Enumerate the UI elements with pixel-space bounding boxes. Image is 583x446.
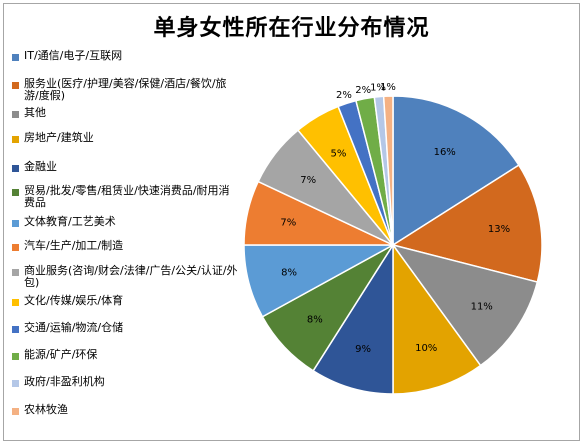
slice-value-label: 1% — [370, 83, 386, 94]
slice-value-label: 16% — [434, 147, 456, 158]
legend-swatch — [12, 269, 19, 276]
slice-value-label: 9% — [355, 344, 371, 355]
slice-value-label: 2% — [336, 90, 352, 101]
legend-swatch — [12, 408, 19, 415]
legend-label: 服务业(医疗/护理/美容/保健/酒店/餐饮/旅游/度假) — [24, 77, 227, 102]
legend-label: 能源/矿产/环保 — [24, 348, 98, 361]
legend-swatch — [12, 165, 19, 172]
pie-slice[interactable] — [312, 242, 394, 395]
legend-label: 房地产/建筑业 — [24, 131, 94, 144]
chart-title: 单身女性所在行业分布情况 — [153, 16, 430, 41]
legend-label: 文化/传媒/娱乐/体育 — [24, 294, 124, 307]
legend-swatch — [12, 380, 19, 387]
slice-value-label: 8% — [307, 314, 323, 325]
slice-value-label: 2% — [355, 85, 371, 96]
slice-value-label: 5% — [330, 149, 346, 160]
legend-swatch — [12, 189, 19, 196]
legend-label: 农林牧渔 — [24, 403, 68, 416]
legend-label: 政府/非盈利机构 — [24, 375, 105, 388]
legend-swatch — [12, 299, 19, 306]
legend-label: 贸易/批发/零售/租赁业/快速消费品/耐用消费品 — [24, 184, 230, 209]
slice-value-label: 11% — [471, 301, 493, 312]
legend-swatch — [12, 82, 19, 89]
legend-label: 其他 — [24, 106, 46, 119]
legend-swatch — [12, 111, 19, 118]
slice-value-label: 8% — [281, 268, 297, 279]
legend-swatch — [12, 244, 19, 251]
pie-slice[interactable] — [392, 95, 520, 247]
legend-label: 汽车/生产/加工/制造 — [24, 239, 124, 252]
legend-label: IT/通信/电子/互联网 — [24, 49, 123, 62]
legend-swatch — [12, 136, 19, 143]
legend-label: 文体教育/工艺美术 — [24, 215, 116, 228]
legend-label: 商业服务(咨询/财会/法律/广告/公关/认证/外包) — [24, 264, 238, 289]
legend-swatch — [12, 353, 19, 360]
slice-value-label: 7% — [280, 218, 296, 229]
legend-label: 金融业 — [24, 160, 57, 173]
slice-value-label: 1% — [380, 82, 396, 93]
pie-slice[interactable] — [382, 95, 394, 246]
legend-swatch — [12, 220, 19, 227]
slice-value-label: 7% — [300, 175, 316, 186]
slice-value-label: 13% — [488, 224, 510, 235]
pie-slice[interactable] — [392, 242, 482, 395]
legend-swatch — [12, 326, 19, 333]
slice-value-label: 10% — [415, 343, 437, 354]
pie-slice[interactable] — [391, 164, 543, 283]
legend-label: 交通/运输/物流/仓储 — [24, 321, 124, 334]
pie-slice[interactable] — [391, 243, 539, 367]
legend-swatch — [12, 54, 19, 61]
